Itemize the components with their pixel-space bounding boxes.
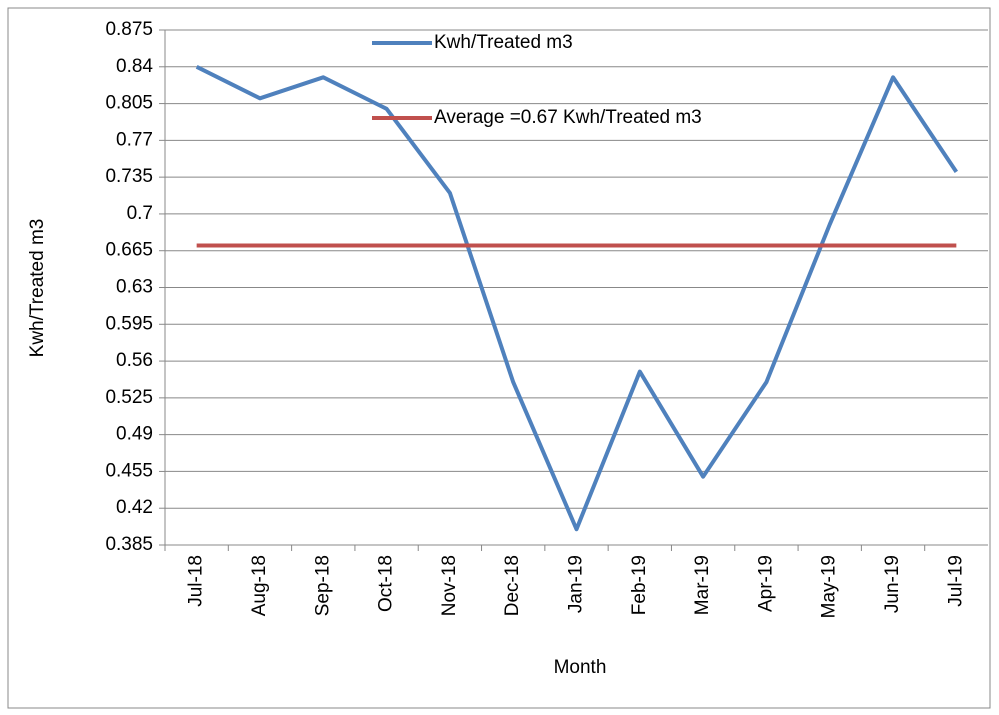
y-tick-label: 0.7 <box>127 203 153 224</box>
x-tick-label: Jul-19 <box>945 555 966 607</box>
y-tick-label: 0.77 <box>116 129 153 150</box>
legend-label: Kwh/Treated m3 <box>434 32 573 53</box>
x-tick-label: Aug-18 <box>249 555 270 616</box>
x-tick-label: Jan-19 <box>566 555 587 613</box>
y-tick-label: 0.42 <box>116 497 153 518</box>
x-tick-label: May-19 <box>819 555 840 618</box>
y-axis-title: Kwh/Treated m3 <box>27 219 48 358</box>
y-tick-label: 0.875 <box>105 19 153 40</box>
y-tick-label: 0.455 <box>105 460 153 481</box>
y-tick-label: 0.595 <box>105 313 153 334</box>
data-line <box>195 64 959 532</box>
x-axis-title: Month <box>554 657 607 678</box>
x-tick-label: Apr-19 <box>755 555 776 612</box>
x-tick-label: Feb-19 <box>629 555 650 615</box>
x-tick-label: Mar-19 <box>692 555 713 615</box>
chart-border <box>7 7 991 709</box>
legend-label: Average =0.67 Kwh/Treated m3 <box>434 107 702 128</box>
x-tick-label: Jul-18 <box>186 555 207 607</box>
y-tick-label: 0.525 <box>105 387 153 408</box>
y-tick-label: 0.63 <box>116 277 153 298</box>
x-tick-label: Jun-19 <box>882 555 903 613</box>
y-tick-label: 0.735 <box>105 166 153 187</box>
y-tick-label: 0.665 <box>105 240 153 261</box>
y-tick-label: 0.56 <box>116 350 153 371</box>
x-tick-label: Sep-18 <box>312 555 333 616</box>
y-tick-label: 0.49 <box>116 424 153 445</box>
y-tick-label: 0.805 <box>105 93 153 114</box>
y-tick-label: 0.84 <box>116 56 153 77</box>
y-tick-label: 0.385 <box>105 534 153 555</box>
x-tick-label: Oct-18 <box>376 555 397 612</box>
x-tick-label: Dec-18 <box>502 555 523 616</box>
x-tick-label: Nov-18 <box>439 555 460 616</box>
